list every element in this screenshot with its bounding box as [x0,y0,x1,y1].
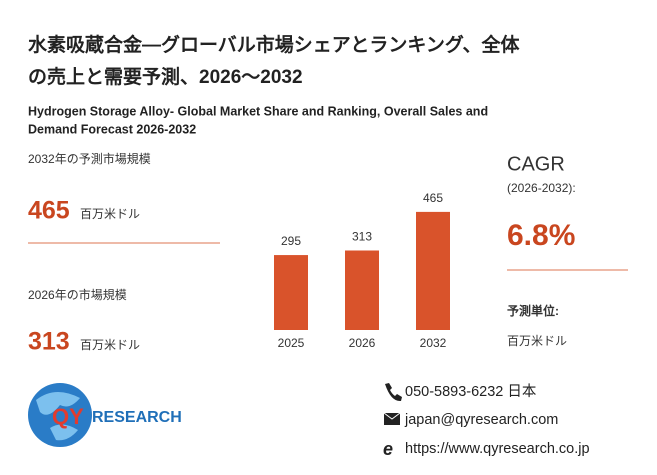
bar [416,211,450,330]
cagr-title: CAGR [507,153,565,175]
logo-text: RESEARCH [92,409,182,426]
stat-value: 313 [28,328,70,356]
title: の売上と需要予測、2026～2032 [28,65,303,88]
logo-mark: QY [52,404,84,429]
logo: QY RESEARCH [28,383,182,447]
stat-unit: 百万米ドル [80,338,140,352]
unit: 百万米ドル [507,334,567,348]
bar [274,255,308,330]
x-tick-label: 2032 [420,336,447,350]
unit-label: 予測単位: [507,303,559,318]
stat-value: 465 [28,197,70,225]
bar [345,250,379,330]
cagr-period: (2026-2032): [507,181,576,195]
cagr-value: 6.8% [507,219,575,252]
phone-icon [385,383,402,402]
mail-icon-flap [383,412,401,420]
email[interactable]: japan@qyresearch.com [404,412,558,428]
title: 水素吸蔵合金—グローバル市場シェアとランキング、全体 [28,33,521,56]
subtitle: Demand Forecast 2026-2032 [28,122,196,136]
value-label: 313 [352,230,372,244]
stat-label: 2032年の予測市場規模 [28,151,151,166]
x-tick-label: 2025 [278,336,305,350]
subtitle: Hydrogen Storage Alloy- Global Market Sh… [28,104,488,118]
x-tick-label: 2026 [349,336,376,350]
phone: 050-5893-6232 日本 [405,383,536,400]
stat-unit: 百万米ドル [80,207,140,221]
web-icon: e [383,439,393,459]
website[interactable]: https://www.qyresearch.co.jp [405,441,590,457]
value-label: 465 [423,191,443,205]
value-label: 295 [281,234,301,248]
stat-label: 2026年の市場規模 [28,287,127,302]
